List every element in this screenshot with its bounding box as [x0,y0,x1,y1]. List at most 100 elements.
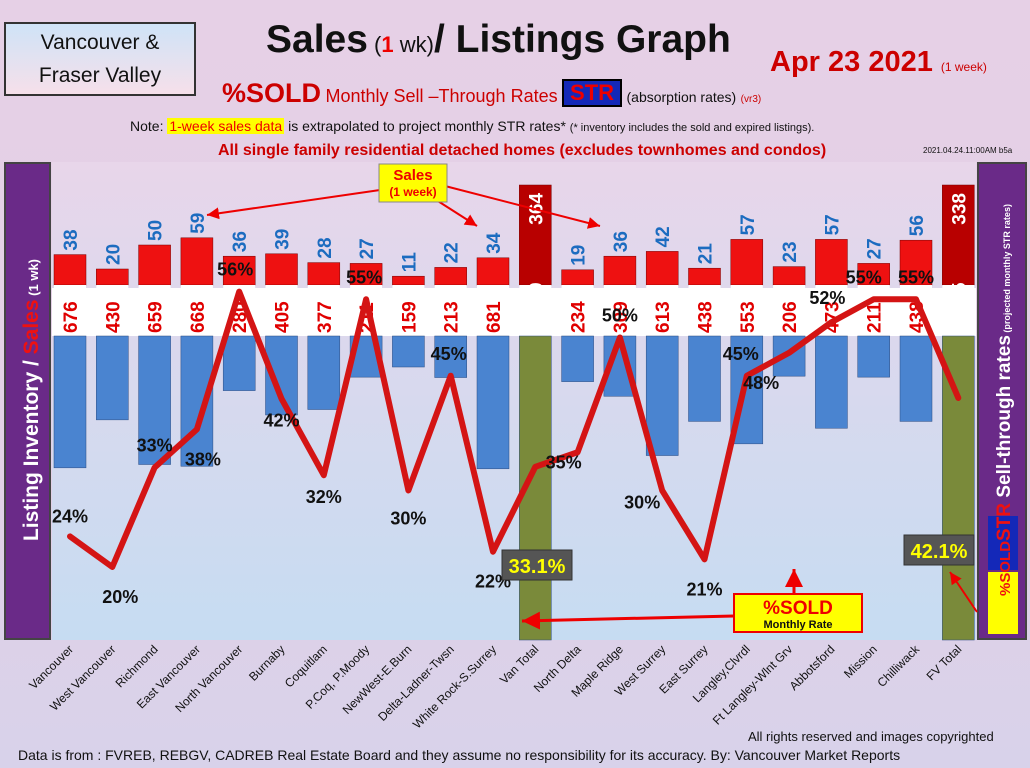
category-label: Mission [841,642,880,681]
region-line-1: Vancouver & [40,31,160,54]
subtitle-line: %SOLD Monthly Sell –Through Rates STR (a… [222,78,761,109]
inventory-label: 668 [188,301,209,333]
inventory-label: 676 [61,301,82,333]
bar-divider [688,285,721,288]
sales-label: 57 [822,214,843,235]
sales-bar [815,239,848,286]
note-highlight: 1-week sales data [167,118,285,134]
copyright-note: All rights reserved and images copyright… [748,729,994,744]
sales-label: 57 [738,214,759,235]
category-label: Delta-Ladner-Twsn [375,642,457,724]
str-label: 56% [217,260,253,280]
bar-divider [815,285,848,288]
category-label: Burnaby [246,642,288,684]
left-axis-panel [4,162,51,640]
category-label: Abbotsford [787,642,838,693]
bar-divider [773,285,806,288]
timestamp: 2021.04.24.11:00AM b5a [923,146,1013,155]
sales-callout-sub: (1 week) [389,185,436,199]
left-axis-title: Listing Inventory / Sales (1 wk) [20,259,43,541]
str-label: 30% [390,509,426,529]
str-label: 30% [624,493,660,513]
sales-label: 27 [865,238,886,259]
bar-divider [307,285,340,288]
source-note: Data is from : FVREB, REBGV, CADREB Real… [18,747,901,763]
sales-label: 50 [146,220,167,241]
category-label: FV Total [924,642,965,683]
sales-label: 42 [653,226,674,247]
sell-through-label: Monthly Sell –Through Rates [325,86,558,106]
inventory-bar [857,335,890,378]
inventory-bar [561,335,594,382]
sales-label: 20 [103,244,124,265]
sales-bar [434,267,467,286]
str-label: 48% [743,373,779,393]
sales-bars [53,184,975,288]
inventory-label: 553 [738,301,759,333]
sales-label: 23 [780,241,801,262]
sales-bar [138,244,171,286]
sales-label: 56 [907,215,928,236]
str-label: 38% [185,449,221,469]
str-label: 32% [306,487,342,507]
sales-bar [180,237,214,286]
sales-bar [53,254,87,286]
sales-bar [307,262,341,286]
bar-divider [180,285,213,288]
bar-divider [223,285,256,288]
sales-label: 28 [315,237,336,258]
sales-label: 36 [230,231,251,252]
inventory-label: 430 [103,301,124,333]
sales-bar [476,257,510,286]
inventory-label: 213 [442,301,463,333]
sales-bar [899,239,933,286]
inventory-label: 3,475 [949,282,970,330]
bar-divider [477,285,509,288]
bar-divider [646,285,679,288]
str-label: 35% [546,452,582,472]
bar-divider [54,285,86,288]
sales-callout-title: Sales [393,167,432,184]
str-label: 45% [723,344,759,364]
inventory-label: 613 [653,301,674,333]
str-label: 55% [846,267,882,287]
right-axis-title: %SOLDSTR Sell-through rates (projected m… [994,204,1015,596]
category-label: White Rock-S.Surrey [410,642,499,731]
inventory-labels: 676 430 659 668 280 405 377 211 159 213 681 4,759 23… [61,282,970,333]
bar-divider [350,285,383,288]
region-box: Vancouver & Fraser Valley [4,22,196,96]
inventory-bar [688,335,721,422]
bar-divider [561,285,594,288]
sales-label: 38 [61,229,82,250]
sales-label: 39 [273,229,294,250]
note-line: Note: 1-week sales data is extrapolated … [130,118,815,134]
bar-divider [265,285,298,288]
region-line-2: Fraser Valley [38,64,162,87]
sales-label: 36 [611,231,632,252]
str-label: 33% [137,436,173,456]
report-date: Apr 23 2021 (1 week) [770,46,987,78]
sold-rate-callout: %SOLD Monthly Rate [521,569,978,633]
bar-divider [603,285,636,288]
inventory-bar [815,335,848,429]
sold-box-sub: Monthly Rate [763,619,832,631]
inventory-label: 377 [315,301,336,333]
category-label: Chilliwack [875,642,923,690]
sales-label: 59 [188,213,209,234]
sales-bar [688,267,721,286]
sales-label: 21 [696,243,717,265]
inventory-label: 309 [611,301,632,333]
sales-label: 338 [949,193,970,225]
sales-bar [603,255,637,286]
str-total-label: 33.1% [509,556,566,578]
date-note: (1 week) [940,60,987,74]
category-label: Ft Langley-Wlnt Grv [710,642,795,727]
inventory-bar [434,335,467,378]
sales-label: 22 [442,242,463,263]
inventory-label: 159 [399,301,420,333]
right-axis-str-bg [988,516,1018,570]
bar-divider [730,285,763,288]
inventory-bar [222,335,256,391]
bar-divider [138,285,171,288]
sales-label: 364 [526,193,547,225]
